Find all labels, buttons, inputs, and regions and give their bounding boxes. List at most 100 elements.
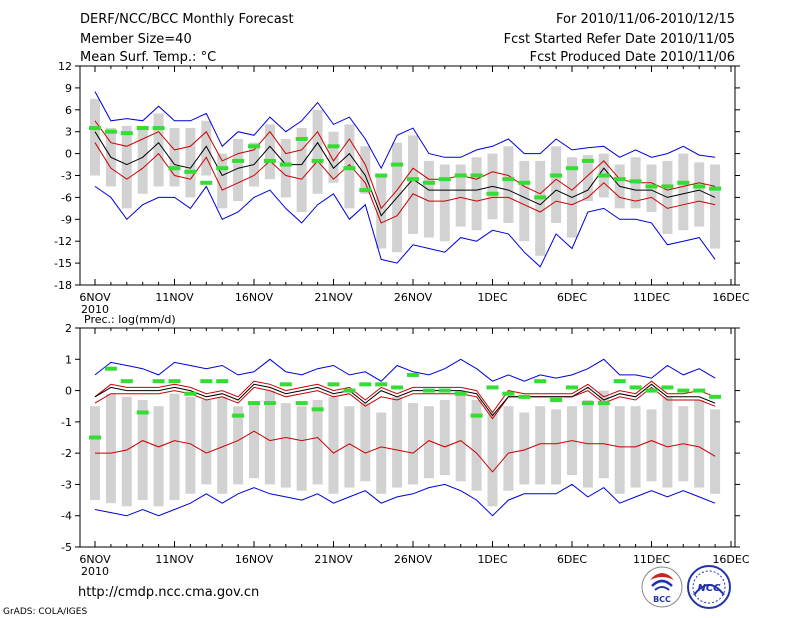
obs-marker-p	[534, 379, 547, 384]
obs-marker-t	[486, 191, 499, 196]
obs-marker-t	[327, 144, 340, 149]
obs-marker-p	[566, 385, 578, 390]
y-tick-label-t: 0	[65, 148, 72, 161]
obs-marker-t	[438, 177, 451, 182]
spread-bar-p	[598, 390, 609, 479]
y-tick-label-t: 12	[58, 60, 72, 73]
obs-marker-p	[89, 435, 101, 440]
obs-marker-p	[502, 391, 515, 396]
y-tick-label-t: -15	[54, 257, 72, 270]
obs-marker-t	[566, 166, 578, 171]
header-forecast-period: For 2010/11/06-2010/12/15	[556, 12, 735, 27]
q75-line-t	[94, 120, 716, 210]
header-member-size: Member Size=40	[80, 32, 192, 47]
spread-bar-p	[535, 406, 546, 485]
min-line-p	[94, 483, 716, 517]
obs-marker-p	[200, 379, 213, 384]
obs-marker-p	[359, 382, 372, 387]
obs-marker-p	[391, 385, 404, 390]
precip-panel-title: Prec.: log(mm/d)	[84, 313, 176, 326]
precipitation-plot-frame	[79, 327, 736, 548]
y-tick-label-p: -3	[61, 478, 72, 491]
spread-bar-t	[678, 153, 689, 231]
obs-marker-p	[311, 407, 324, 412]
spread-bar-p	[439, 399, 450, 476]
grads-credit: GrADS: COLA/IGES	[3, 607, 87, 617]
obs-marker-t	[518, 180, 531, 185]
spread-bar-t	[312, 109, 323, 194]
obs-marker-t	[343, 166, 356, 171]
obs-marker-p	[295, 401, 308, 406]
obs-marker-t	[454, 173, 467, 178]
obs-marker-p	[263, 401, 276, 406]
obs-marker-p	[645, 388, 658, 393]
obs-marker-t	[200, 180, 213, 185]
obs-marker-t	[709, 186, 722, 191]
obs-marker-p	[438, 388, 451, 393]
spread-bar-p	[503, 406, 514, 491]
spread-bar-t	[694, 162, 705, 227]
spread-bar-t	[121, 125, 132, 209]
spread-bar-p	[233, 406, 244, 485]
obs-marker-p	[709, 394, 722, 399]
q10-line-p	[95, 430, 716, 473]
y-tick-label-p: -1	[61, 416, 72, 429]
spread-bar-p	[423, 406, 434, 479]
obs-marker-p	[216, 379, 229, 384]
y-tick-label-p: -4	[61, 510, 72, 523]
x-tick-label-t: 11NOV	[155, 291, 194, 304]
obs-marker-p	[407, 372, 419, 377]
y-tick-label-t: -18	[54, 279, 72, 292]
spread-bar-t	[376, 175, 387, 249]
obs-marker-t	[375, 173, 388, 178]
spread-bar-t	[519, 160, 530, 242]
obs-marker-p	[136, 410, 149, 415]
obs-marker-t	[89, 126, 101, 131]
footer-url[interactable]: http://cmdp.ncc.cma.gov.cn	[78, 585, 259, 600]
x-tick-label-p: 6NOV	[79, 553, 111, 566]
obs-marker-p	[343, 388, 356, 393]
spread-bar-p	[312, 399, 323, 485]
spread-bar-t	[296, 128, 307, 212]
spread-bar-t	[201, 120, 212, 176]
y-tick-label-t: -12	[54, 235, 72, 248]
obs-marker-p	[152, 379, 165, 384]
x-tick-label-p: 26NOV	[394, 553, 433, 566]
x-tick-label-t: 26NOV	[394, 291, 433, 304]
spread-bar-p	[328, 396, 339, 494]
obs-marker-t	[391, 162, 404, 167]
spread-bar-p	[519, 412, 530, 485]
max-line-t	[94, 91, 716, 170]
obs-marker-p	[168, 379, 181, 384]
x-tick-label-p: 16DEC	[712, 553, 749, 566]
obs-marker-p	[693, 388, 706, 393]
spread-bar-p	[487, 412, 498, 507]
spread-bar-p	[249, 403, 259, 479]
min-line-t	[94, 185, 716, 268]
obs-marker-t	[693, 184, 706, 189]
obs-marker-p	[629, 385, 642, 390]
spread-bar-p	[551, 409, 562, 485]
obs-marker-t	[629, 179, 642, 184]
spread-bar-p	[121, 396, 132, 507]
x-tick-label-p: 11NOV	[155, 553, 194, 566]
spread-bar-t	[185, 128, 196, 198]
bcc-logo-text: BCC	[653, 595, 671, 604]
spread-bar-p	[392, 396, 403, 488]
obs-marker-p	[184, 391, 197, 396]
spread-bar-p	[280, 403, 291, 488]
spread-bar-t	[137, 128, 148, 194]
obs-marker-p	[375, 382, 388, 387]
obs-marker-t	[422, 180, 435, 185]
spread-bar-t	[233, 139, 244, 202]
y-tick-label-t: -3	[61, 170, 72, 183]
obs-marker-p	[581, 401, 594, 406]
spread-bar-t	[423, 160, 434, 238]
x-year-label-t: 2010	[81, 303, 109, 316]
spread-bar-p	[137, 399, 148, 501]
obs-marker-p	[486, 385, 499, 390]
spread-bar-p	[694, 399, 705, 488]
y-tick-label-p: -5	[61, 541, 72, 554]
ncc-logo-text: NCC	[697, 583, 721, 594]
spread-bar-p	[471, 399, 482, 491]
